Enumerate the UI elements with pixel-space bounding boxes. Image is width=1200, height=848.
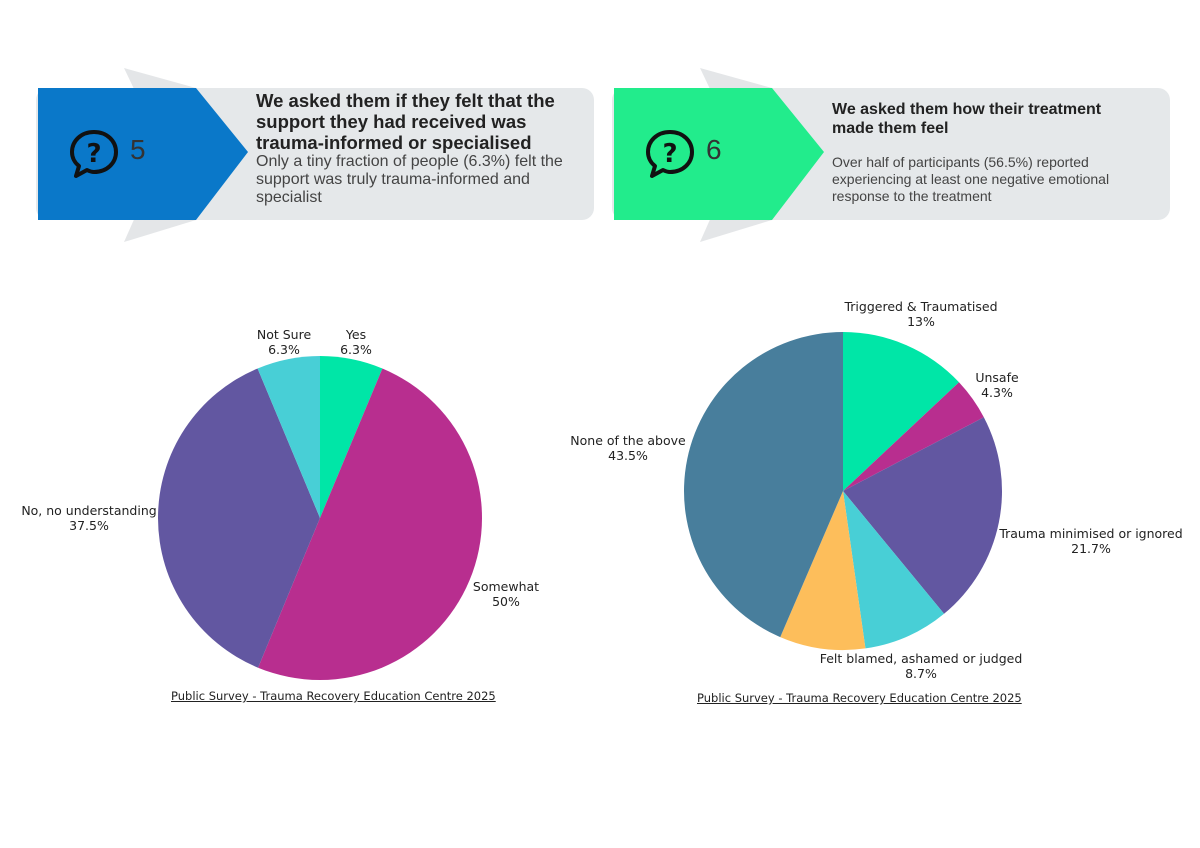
- slice-label: Trauma minimised or ignored: [998, 526, 1182, 541]
- card-ribbon: [614, 68, 824, 242]
- card-body: Only a tiny fraction of people (6.3%) fe…: [256, 153, 563, 206]
- pie-slice-felt-blamed-ashamed-or-judged: [843, 491, 945, 649]
- slice-value-label: 50%: [492, 594, 520, 609]
- slice-label: Unsafe: [975, 370, 1019, 385]
- step-number: 6: [706, 134, 722, 165]
- pie-slice-not-sure: [257, 356, 320, 518]
- svg-text:?: ?: [662, 139, 677, 169]
- pie-slice-unsafe: [843, 382, 984, 491]
- slice-value-label: 37.5%: [69, 518, 109, 533]
- chart-source: Public Survey - Trauma Recovery Educatio…: [697, 691, 1022, 705]
- slice-label: None of the above: [570, 433, 686, 448]
- chart-source: Public Survey - Trauma Recovery Educatio…: [171, 689, 496, 703]
- card-text: We asked them how their treatment made t…: [832, 90, 1147, 205]
- slice-value-label: 21.7%: [1071, 541, 1111, 556]
- card-text: We asked them if they felt that the supp…: [256, 90, 581, 207]
- ribbon-accent: [38, 88, 248, 220]
- pie-slice-yes: [320, 356, 383, 518]
- question-bubble-icon: ?: [68, 128, 120, 180]
- question-bubble-icon: ?: [644, 128, 696, 180]
- pie-slice-no-no-understanding: [158, 368, 320, 668]
- pie-slice-trauma-minimised-or-ignored: [843, 417, 1002, 614]
- pie-slice-triggered-traumatised: [843, 332, 959, 491]
- card-heading: We asked them if they felt that the supp…: [256, 90, 555, 153]
- slice-value-label: 13%: [907, 314, 935, 329]
- step-number: 5: [130, 134, 146, 165]
- slice-label: Yes: [345, 327, 366, 342]
- slice-label: Somewhat: [473, 579, 539, 594]
- slice-value-label: 4.3%: [981, 385, 1013, 400]
- pie-chart-support: Yes 6.3% Somewhat 50% No, no understanding 37…: [0, 270, 600, 730]
- info-card-6: ? 6 We asked them how their treatment ma…: [612, 60, 1172, 245]
- pie-slice-unlabelled: [780, 491, 866, 650]
- slice-value-label: 6.3%: [340, 342, 372, 357]
- slice-label: Triggered & Traumatised: [843, 299, 997, 314]
- slice-label: Felt blamed, ashamed or judged: [820, 651, 1023, 666]
- slice-label: No, no understanding: [21, 503, 156, 518]
- card-body: Over half of participants (56.5%) report…: [832, 154, 1110, 204]
- slice-value-label: 43.5%: [608, 448, 648, 463]
- pie-slice-somewhat: [258, 368, 482, 680]
- card-ribbon: [38, 68, 248, 242]
- pie-chart-feelings: Triggered & Traumatised 13% Unsafe 4.3% Trau…: [570, 270, 1200, 730]
- svg-text:?: ?: [86, 139, 101, 169]
- ribbon-accent: [614, 88, 824, 220]
- info-card-5: ? 5 We asked them if they felt that the …: [36, 60, 596, 245]
- card-heading: We asked them how their treatment made t…: [832, 101, 1102, 137]
- slice-label: Not Sure: [257, 327, 312, 342]
- pie-slice-none-of-the-above: [684, 332, 843, 638]
- slice-value-label: 8.7%: [905, 666, 937, 681]
- slice-value-label: 6.3%: [268, 342, 300, 357]
